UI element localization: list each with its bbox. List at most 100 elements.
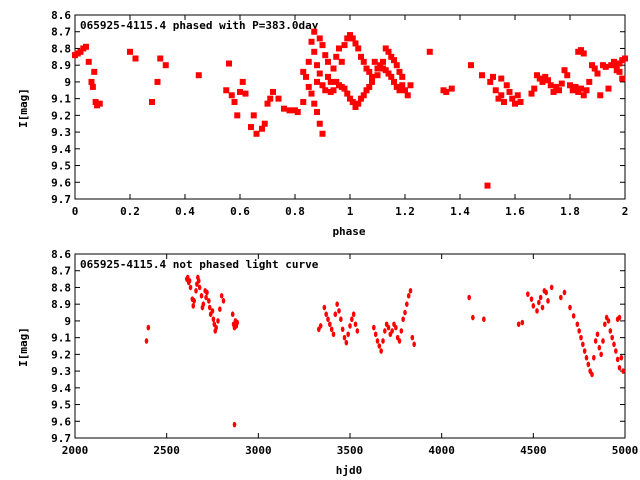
data-point <box>216 318 220 324</box>
data-point <box>228 92 235 99</box>
plot-phased-ytick-label: 8.9 <box>51 59 71 72</box>
plot-phased-ytick-label: 9.2 <box>51 109 71 122</box>
data-point <box>286 107 293 114</box>
data-point <box>363 65 370 72</box>
data-point <box>259 125 265 132</box>
data-point <box>355 100 362 107</box>
data-point <box>333 78 340 85</box>
data-point <box>149 98 155 105</box>
data-point <box>314 109 320 116</box>
data-point <box>597 344 602 351</box>
plot-unphased-ytick-label: 9.2 <box>51 348 71 361</box>
data-point <box>91 68 98 75</box>
data-point <box>619 354 624 361</box>
data-point <box>154 78 161 85</box>
data-point <box>535 308 539 314</box>
data-point <box>487 78 494 85</box>
plot-unphased-ytick-label: 8.7 <box>51 265 71 278</box>
plot-phased-xtick-label: 1.8 <box>560 205 580 218</box>
data-point <box>379 348 383 354</box>
data-point <box>599 351 603 358</box>
data-point <box>617 364 622 371</box>
data-point <box>83 43 89 50</box>
data-point <box>595 331 600 338</box>
data-point <box>579 334 583 341</box>
data-point <box>192 298 196 304</box>
data-point <box>235 319 240 326</box>
data-point <box>331 331 336 338</box>
plot-unphased-ytick-label: 9.6 <box>51 415 71 428</box>
data-point <box>539 78 546 85</box>
data-point <box>467 294 471 301</box>
plot-phased-xtick-label: 0.2 <box>120 205 140 218</box>
data-point <box>509 95 516 102</box>
data-point <box>195 72 202 79</box>
data-point <box>592 354 596 361</box>
data-point <box>237 88 243 95</box>
data-point <box>322 52 329 59</box>
data-point <box>311 100 318 107</box>
plot-phased-ytick-label: 9.6 <box>51 176 71 189</box>
data-point <box>327 78 334 85</box>
data-point <box>578 85 584 92</box>
data-point <box>399 328 404 334</box>
data-point <box>547 82 554 89</box>
data-point <box>352 40 359 47</box>
data-point <box>408 288 413 294</box>
data-point <box>580 92 587 99</box>
plot-phased-title: 065925-4115.4 phased with P=383.0day <box>80 19 319 32</box>
data-point <box>350 316 354 323</box>
data-point <box>615 356 620 363</box>
data-point <box>214 324 218 331</box>
data-point <box>404 92 411 99</box>
data-point <box>338 58 345 65</box>
data-point <box>385 70 392 77</box>
data-point <box>300 68 307 75</box>
data-point <box>471 314 475 321</box>
data-point <box>622 55 628 62</box>
data-point <box>281 105 287 112</box>
data-point <box>571 313 576 319</box>
plot-phased-xtick-label: 0.8 <box>285 205 305 218</box>
plot-unphased: 065925-4115.4 not phased light curve hjd… <box>17 248 638 477</box>
data-point <box>591 65 598 72</box>
data-point <box>582 348 587 354</box>
data-point <box>369 73 375 80</box>
data-point <box>210 308 215 314</box>
data-point <box>330 87 337 94</box>
data-point <box>234 112 241 119</box>
data-point <box>383 328 387 334</box>
data-point <box>194 288 198 294</box>
data-point <box>443 88 450 95</box>
data-point <box>396 87 403 94</box>
plot-phased-ytick-label: 8.7 <box>51 26 71 39</box>
plot-unphased-ytick-label: 8.9 <box>51 298 71 311</box>
data-point <box>374 72 381 79</box>
data-point <box>537 299 541 306</box>
data-point <box>270 88 276 95</box>
data-point <box>568 304 572 311</box>
data-point <box>355 328 360 334</box>
data-point <box>333 311 338 318</box>
data-point <box>517 98 524 105</box>
plot-phased-ytick-label: 9.7 <box>51 193 71 206</box>
data-point <box>553 83 560 90</box>
data-point <box>248 124 254 131</box>
data-point <box>536 75 543 82</box>
plot-unphased-points <box>144 274 625 428</box>
data-point <box>479 72 485 79</box>
data-point <box>322 304 327 311</box>
data-point <box>564 72 571 79</box>
data-point <box>520 319 525 326</box>
data-point <box>300 98 307 105</box>
data-point <box>549 284 554 291</box>
data-point <box>360 92 367 99</box>
data-point <box>540 304 545 311</box>
data-point <box>267 95 274 102</box>
plot-phased-xtick-label: 1.4 <box>450 205 470 218</box>
data-point <box>581 341 585 348</box>
data-point <box>399 73 406 80</box>
data-point <box>492 87 499 94</box>
data-point <box>391 78 397 85</box>
data-point <box>391 57 397 64</box>
